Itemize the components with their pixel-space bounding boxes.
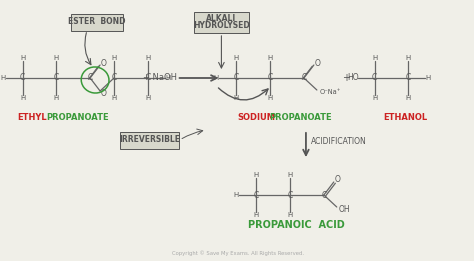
Text: H: H bbox=[406, 55, 411, 61]
Text: C: C bbox=[145, 74, 150, 82]
Text: H: H bbox=[145, 95, 150, 101]
Text: H: H bbox=[234, 55, 239, 61]
Text: H: H bbox=[267, 95, 273, 101]
Text: H: H bbox=[267, 55, 273, 61]
Text: ETHANOL: ETHANOL bbox=[383, 114, 428, 122]
Text: H: H bbox=[54, 95, 59, 101]
Text: H: H bbox=[20, 95, 25, 101]
Text: C: C bbox=[54, 74, 59, 82]
Text: O: O bbox=[100, 90, 106, 98]
Text: O: O bbox=[335, 175, 341, 185]
Text: C: C bbox=[406, 74, 411, 82]
Text: +: + bbox=[342, 73, 350, 83]
Text: H: H bbox=[254, 212, 259, 218]
Text: C: C bbox=[20, 74, 25, 82]
Text: Copyright © Save My Exams. All Rights Reserved.: Copyright © Save My Exams. All Rights Re… bbox=[173, 250, 304, 256]
Text: C: C bbox=[321, 191, 327, 199]
Text: C: C bbox=[372, 74, 377, 82]
Text: C: C bbox=[287, 191, 292, 199]
Text: ALKALI: ALKALI bbox=[206, 14, 237, 23]
Text: O⁻Na⁺: O⁻Na⁺ bbox=[320, 89, 341, 95]
Text: H: H bbox=[214, 75, 219, 81]
Text: C: C bbox=[254, 191, 259, 199]
Text: O: O bbox=[315, 58, 321, 68]
FancyBboxPatch shape bbox=[120, 132, 179, 149]
Text: H: H bbox=[111, 55, 117, 61]
Text: H: H bbox=[406, 95, 411, 101]
Text: H: H bbox=[254, 172, 259, 178]
FancyBboxPatch shape bbox=[71, 14, 123, 31]
Text: PROPANOATE: PROPANOATE bbox=[46, 114, 109, 122]
Text: H: H bbox=[111, 95, 117, 101]
Text: H: H bbox=[287, 172, 292, 178]
Text: H: H bbox=[426, 75, 431, 81]
Text: H: H bbox=[234, 95, 239, 101]
Text: ACIDIFICATION: ACIDIFICATION bbox=[311, 138, 366, 146]
Text: H: H bbox=[287, 212, 292, 218]
Text: SODIUM: SODIUM bbox=[237, 114, 275, 122]
Text: H: H bbox=[372, 55, 377, 61]
Text: H: H bbox=[20, 55, 25, 61]
Text: OH: OH bbox=[339, 205, 351, 215]
Text: H: H bbox=[54, 55, 59, 61]
Text: C: C bbox=[301, 74, 307, 82]
Text: C: C bbox=[234, 74, 239, 82]
Text: C: C bbox=[267, 74, 273, 82]
Text: IRREVERSIBLE: IRREVERSIBLE bbox=[119, 135, 180, 145]
Text: H: H bbox=[372, 95, 377, 101]
Text: H: H bbox=[234, 192, 239, 198]
Text: HYDROLYSED: HYDROLYSED bbox=[193, 21, 250, 30]
FancyBboxPatch shape bbox=[193, 11, 249, 33]
Text: H: H bbox=[0, 75, 5, 81]
Text: PROPANOATE: PROPANOATE bbox=[270, 114, 332, 122]
Text: HO: HO bbox=[347, 74, 358, 82]
Text: + NaOH: + NaOH bbox=[143, 74, 177, 82]
Text: PROPANOIC  ACID: PROPANOIC ACID bbox=[247, 220, 345, 230]
Text: C: C bbox=[111, 74, 117, 82]
Text: ETHYL: ETHYL bbox=[18, 114, 47, 122]
Text: C: C bbox=[88, 74, 93, 82]
Text: H: H bbox=[145, 55, 150, 61]
Text: O: O bbox=[101, 58, 107, 68]
Text: ESTER  BOND: ESTER BOND bbox=[68, 17, 126, 27]
Text: H: H bbox=[165, 75, 170, 81]
